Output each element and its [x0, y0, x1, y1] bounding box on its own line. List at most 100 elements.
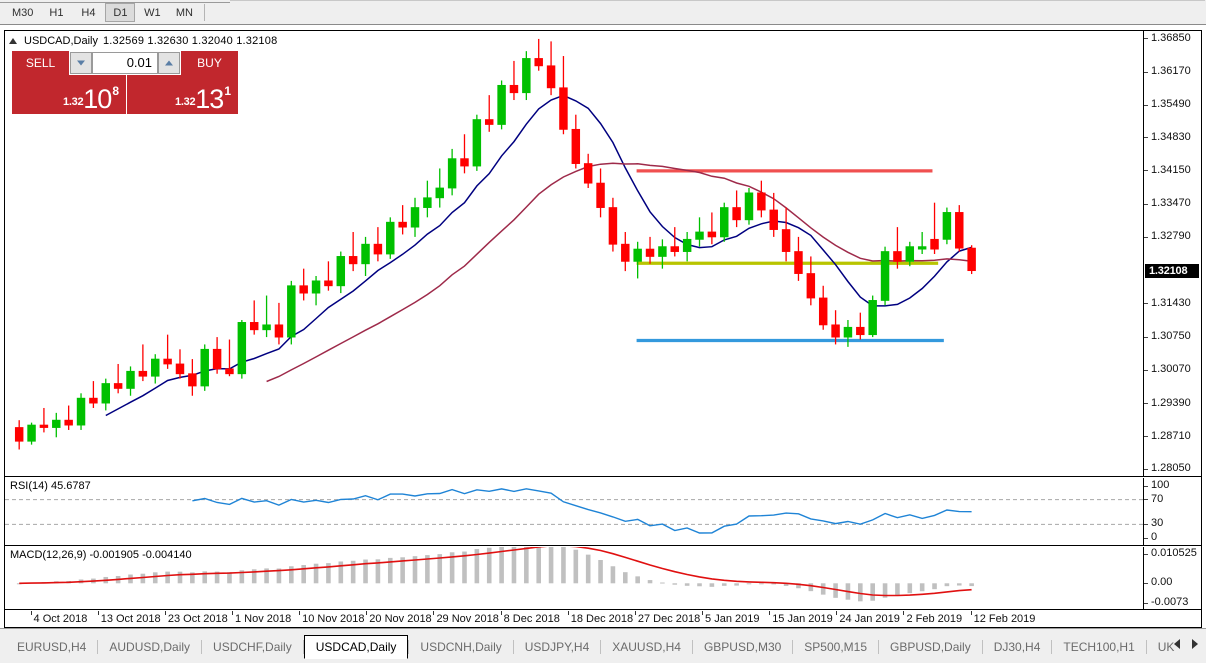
chart-tab-usdchf-daily[interactable]: USDCHF,Daily	[213, 640, 292, 654]
macd-histogram-bar	[907, 583, 913, 594]
rsi-axis-label: 100	[1151, 479, 1170, 491]
candle	[794, 236, 803, 281]
candle-body	[447, 158, 457, 189]
candle-body	[534, 58, 543, 67]
rsi-pane[interactable]: RSI(14) 45.6787 100 70 30 0	[5, 478, 1201, 546]
tick-mark	[1144, 104, 1148, 106]
buy-button[interactable]: BUY	[181, 51, 238, 76]
time-axis-label: 13 Oct 2018	[100, 613, 161, 625]
tab-divider	[97, 640, 99, 654]
chart-tab-dj30-h4[interactable]: DJ30,H4	[993, 640, 1041, 654]
candle	[522, 51, 531, 101]
candle	[76, 393, 86, 430]
chart-tab-usdcad-daily[interactable]: USDCAD,Daily	[303, 635, 409, 659]
candle	[571, 114, 581, 169]
tick-mark	[1144, 336, 1148, 338]
chart-tab-usdjpy-h4[interactable]: USDJPY,H4	[524, 640, 590, 654]
timeframe-button-w1[interactable]: W1	[144, 6, 161, 19]
tick-mark	[836, 611, 838, 615]
price-pane[interactable]: USDCAD,Daily 1.32569 1.32630 1.32040 1.3…	[5, 31, 1201, 477]
candle-body	[583, 163, 593, 184]
macd-histogram-bar	[165, 571, 170, 584]
price-axis[interactable]: 1.36850 1.36170 1.35490 1.34830 1.34150 1.334…	[1143, 31, 1201, 476]
sell-button[interactable]: SELL	[12, 51, 69, 76]
tab-scroll-controls[interactable]	[1174, 639, 1198, 649]
chart-tab-audusd-daily[interactable]: AUDUSD,Daily	[109, 640, 191, 654]
candle-body	[14, 427, 24, 442]
candle	[225, 339, 234, 377]
candle	[113, 363, 123, 394]
candle-body	[324, 280, 333, 287]
macd-histogram-bar	[870, 583, 875, 601]
candle-body	[163, 358, 172, 365]
collapse-arrow-icon[interactable]	[9, 38, 17, 44]
volume-decrement-button[interactable]	[70, 52, 92, 74]
price-axis-label: 1.32790	[1151, 230, 1191, 243]
scroll-left-icon[interactable]	[1174, 639, 1180, 649]
tab-divider	[201, 640, 203, 654]
volume-increment-button[interactable]	[158, 52, 180, 74]
sell-price-prefix: 1.32	[63, 96, 84, 108]
macd-histogram-bar	[511, 547, 517, 584]
macd-histogram-bar	[721, 583, 727, 586]
macd-histogram-bar	[598, 560, 603, 584]
timeframe-button-m30[interactable]: M30	[12, 6, 34, 19]
chart-tab-uk[interactable]: UK	[1157, 640, 1175, 654]
candle	[447, 148, 457, 196]
chart-tab-gbpusd-daily[interactable]: GBPUSD,Daily	[890, 640, 971, 654]
macd-histogram-bar	[400, 557, 405, 584]
sell-price-main: 10	[83, 84, 112, 114]
candle-body	[868, 300, 877, 336]
timeframe-button-d1[interactable]: D1	[105, 2, 136, 22]
volume-input[interactable]: 0.01	[92, 52, 158, 74]
candle-body	[299, 285, 308, 294]
tick-mark	[1144, 170, 1148, 172]
chart-tab-tech100-h1[interactable]: TECH100,H1	[1063, 640, 1135, 654]
timeframe-button-mn[interactable]: MN	[175, 6, 193, 19]
macd-label: MACD(12,26,9) -0.001905 -0.004140	[10, 549, 192, 561]
rsi-plot	[5, 488, 1143, 534]
candle	[175, 349, 185, 379]
candle	[497, 80, 506, 130]
price-axis-label: 1.34150	[1151, 163, 1191, 176]
candle	[472, 114, 482, 171]
rsi-axis: 100 70 30 0	[1143, 478, 1201, 545]
macd-histogram-bar	[363, 559, 368, 584]
macd-histogram-bar	[932, 583, 937, 590]
macd-histogram-bar	[660, 582, 665, 584]
time-axis-label: 8 Dec 2018	[503, 613, 560, 625]
chart-tab-xauusd-h4[interactable]: XAUUSD,H4	[612, 640, 681, 654]
candle-body	[225, 368, 234, 375]
macd-histogram-bar	[573, 549, 579, 584]
macd-histogram-bar	[152, 572, 158, 584]
candle-body	[249, 322, 259, 331]
chart-tab-usdcnh-daily[interactable]: USDCNH,Daily	[420, 640, 502, 654]
timeframe-button-h4[interactable]: H4	[81, 6, 96, 19]
one-click-trading-panel[interactable]: SELL 0.01 BUY 1.32 10 8 1.32 13 1	[12, 51, 238, 114]
buy-price-box[interactable]: 1.32 13 1	[127, 75, 238, 114]
tick-mark	[1144, 523, 1148, 525]
candle	[559, 56, 568, 135]
macd-histogram-bar	[449, 552, 455, 584]
candle-body	[472, 119, 482, 167]
macd-histogram-bar	[956, 583, 962, 586]
time-axis-label: 4 Oct 2018	[33, 613, 88, 625]
timeframe-button-h1[interactable]: H1	[49, 6, 64, 19]
macd-histogram-bar	[375, 559, 381, 584]
tick-mark	[30, 611, 32, 615]
buy-price-prefix: 1.32	[175, 96, 196, 108]
macd-histogram-bar	[425, 555, 430, 584]
candle	[942, 207, 952, 245]
candle	[633, 241, 642, 279]
candle-body	[39, 424, 49, 428]
scroll-right-icon[interactable]	[1192, 639, 1198, 649]
candle-body	[695, 231, 704, 240]
chart-tab-gbpusd-m30[interactable]: GBPUSD,M30	[703, 640, 782, 654]
candle	[967, 245, 976, 275]
candle	[645, 236, 655, 264]
chart-tab-sp500-m15[interactable]: SP500,M15	[804, 640, 868, 654]
macd-pane[interactable]: MACD(12,26,9) -0.001905 -0.004140 0.0105…	[5, 547, 1201, 610]
candle-body	[460, 158, 469, 167]
sell-price-box[interactable]: 1.32 10 8	[12, 75, 127, 114]
chart-tab-eurusd-h4[interactable]: EURUSD,H4	[17, 640, 87, 654]
